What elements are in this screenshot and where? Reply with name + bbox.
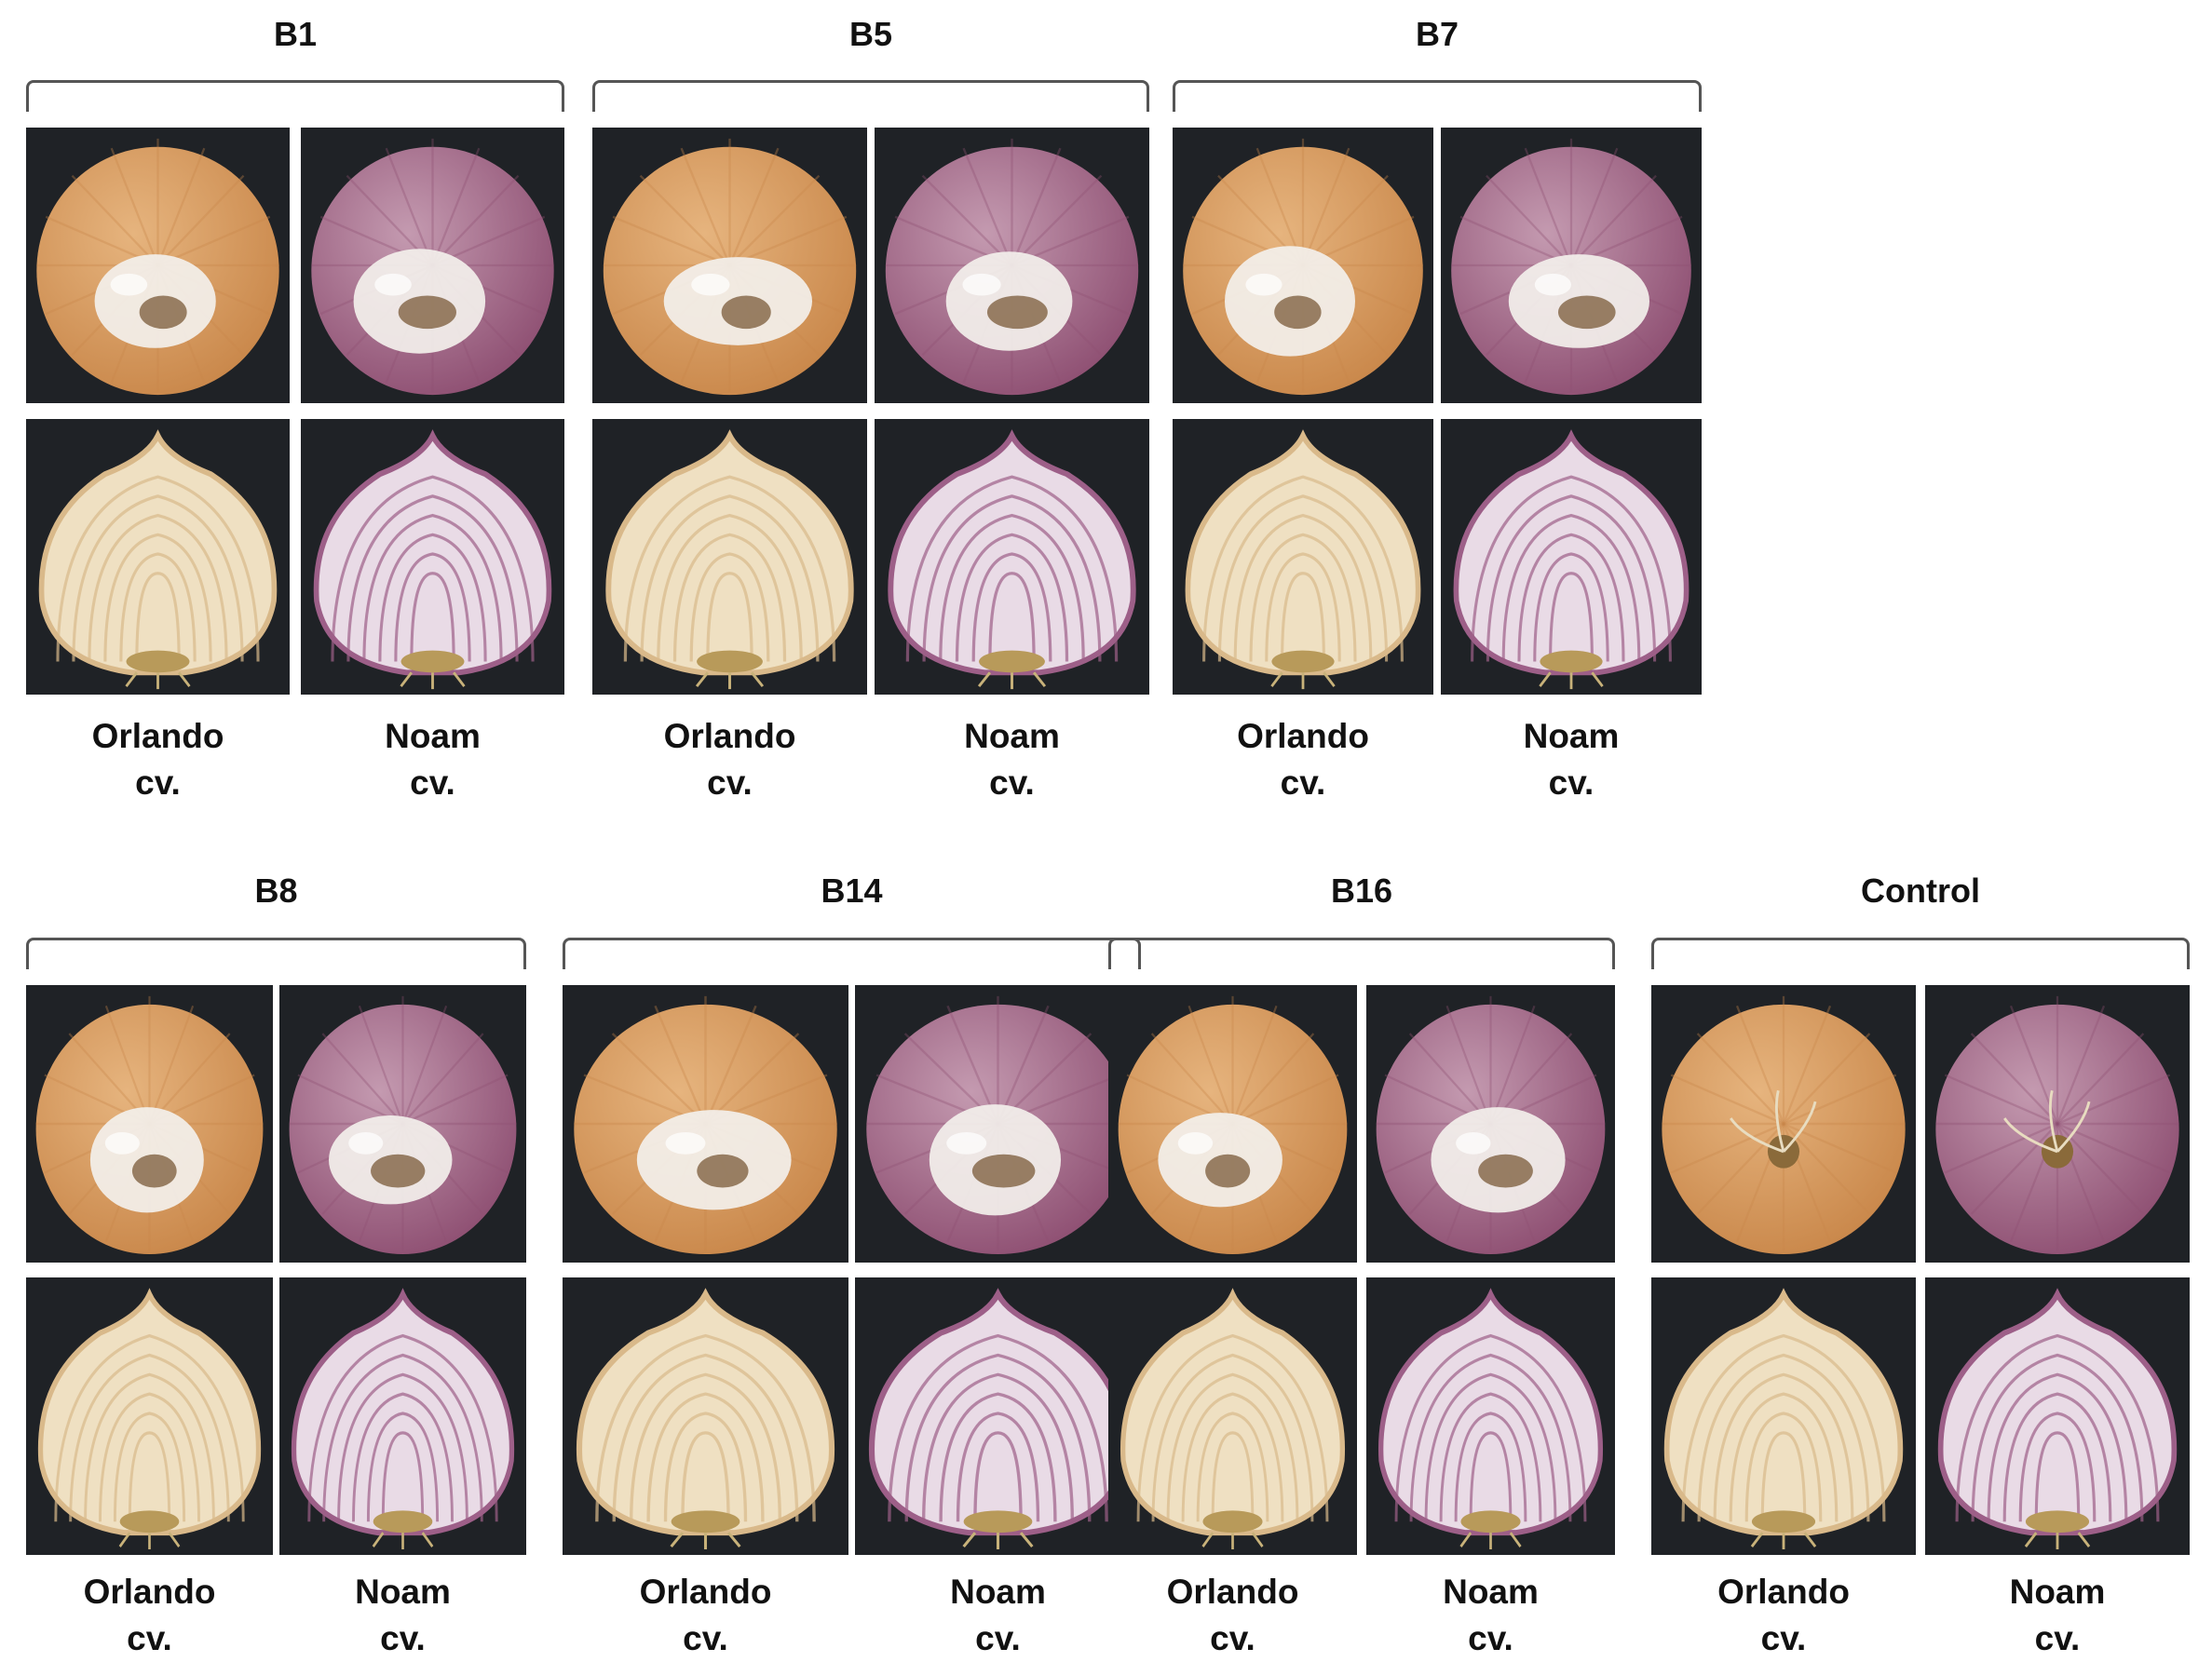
whole-bulb-photo: [1108, 985, 1357, 1263]
cross-section-photo: [875, 419, 1149, 695]
cultivar-label: Orlando cv.: [84, 1569, 216, 1662]
cultivar-name: Noam: [950, 1573, 1046, 1611]
whole-bulb-photo: [279, 985, 526, 1263]
cultivar-name: Noam: [2009, 1573, 2106, 1611]
whole-bulb-photo: [26, 128, 290, 403]
cross-section-photo: [592, 419, 867, 695]
group-title: B7: [1415, 15, 1459, 53]
cultivar-suffix: cv.: [1468, 1619, 1513, 1657]
group-bracket: [26, 938, 526, 969]
group-bracket: [26, 80, 564, 112]
cultivar-suffix: cv.: [707, 763, 753, 802]
cultivar-suffix: cv.: [1210, 1619, 1255, 1657]
cultivar-name: Noam: [355, 1573, 451, 1611]
group-title: B1: [273, 15, 318, 53]
cultivar-label: Orlando cv.: [1167, 1569, 1299, 1662]
cross-section-photo: [1366, 1277, 1615, 1555]
whole-bulb-photo: [26, 985, 273, 1263]
cultivar-suffix: cv.: [975, 1619, 1021, 1657]
cultivar-name: Noam: [1443, 1573, 1539, 1611]
cultivar-label: Noam cv.: [950, 1569, 1046, 1662]
cultivar-label: Noam cv.: [964, 713, 1060, 806]
cross-section-photo: [1925, 1277, 2190, 1555]
cross-section-photo: [301, 419, 564, 695]
cultivar-suffix: cv.: [1280, 763, 1326, 802]
cultivar-label: Noam cv.: [1524, 713, 1620, 806]
group-title: B14: [821, 872, 883, 910]
cultivar-label: Noam cv.: [2010, 1569, 2106, 1662]
whole-bulb-photo: [563, 985, 848, 1263]
cultivar-label: Orlando cv.: [664, 713, 796, 806]
group-title: Control: [1861, 872, 1980, 910]
cultivar-name: Orlando: [1237, 717, 1369, 755]
group-title: B5: [848, 15, 893, 53]
cultivar-suffix: cv.: [1548, 763, 1595, 802]
cultivar-name: Orlando: [663, 717, 796, 755]
group-bracket: [592, 80, 1149, 112]
whole-bulb-photo: [1173, 128, 1433, 403]
whole-bulb-photo: [1366, 985, 1615, 1263]
cultivar-suffix: cv.: [127, 1619, 172, 1657]
cross-section-photo: [855, 1277, 1141, 1555]
cultivar-suffix: cv.: [135, 763, 181, 802]
whole-bulb-photo: [592, 128, 867, 403]
cultivar-label: Orlando cv.: [1237, 713, 1369, 806]
cultivar-label: Noam cv.: [385, 713, 481, 806]
cultivar-name: Noam: [1523, 717, 1620, 755]
cross-section-photo: [1651, 1277, 1916, 1555]
cultivar-name: Orlando: [1717, 1573, 1850, 1611]
cultivar-label: Orlando cv.: [1717, 1569, 1850, 1662]
cultivar-name: Noam: [964, 717, 1060, 755]
cross-section-photo: [279, 1277, 526, 1555]
whole-bulb-photo: [301, 128, 564, 403]
cultivar-name: Orlando: [91, 717, 224, 755]
cultivar-suffix: cv.: [410, 763, 455, 802]
whole-bulb-photo: [1925, 985, 2190, 1263]
cross-section-photo: [1173, 419, 1433, 695]
cross-section-photo: [1108, 1277, 1357, 1555]
group-bracket: [1651, 938, 2190, 969]
group-title: B16: [1330, 872, 1393, 910]
cross-section-photo: [26, 1277, 273, 1555]
group-bracket: [1108, 938, 1615, 969]
cross-section-photo: [26, 419, 290, 695]
cultivar-suffix: cv.: [2034, 1619, 2081, 1657]
group-title: B8: [254, 872, 298, 910]
cultivar-name: Orlando: [1166, 1573, 1299, 1611]
cultivar-name: Noam: [385, 717, 481, 755]
cultivar-suffix: cv.: [989, 763, 1035, 802]
cross-section-photo: [563, 1277, 848, 1555]
group-bracket: [563, 938, 1141, 969]
whole-bulb-photo: [1651, 985, 1916, 1263]
cultivar-label: Noam cv.: [355, 1569, 451, 1662]
cultivar-suffix: cv.: [380, 1619, 426, 1657]
whole-bulb-photo: [875, 128, 1149, 403]
cultivar-label: Noam cv.: [1443, 1569, 1539, 1662]
group-bracket: [1173, 80, 1702, 112]
cultivar-suffix: cv.: [683, 1619, 728, 1657]
whole-bulb-photo: [1441, 128, 1702, 403]
cultivar-suffix: cv.: [1760, 1619, 1807, 1657]
cultivar-name: Orlando: [639, 1573, 772, 1611]
cultivar-label: Orlando cv.: [640, 1569, 772, 1662]
cross-section-photo: [1441, 419, 1702, 695]
whole-bulb-photo: [855, 985, 1141, 1263]
cultivar-label: Orlando cv.: [92, 713, 224, 806]
cultivar-name: Orlando: [83, 1573, 216, 1611]
